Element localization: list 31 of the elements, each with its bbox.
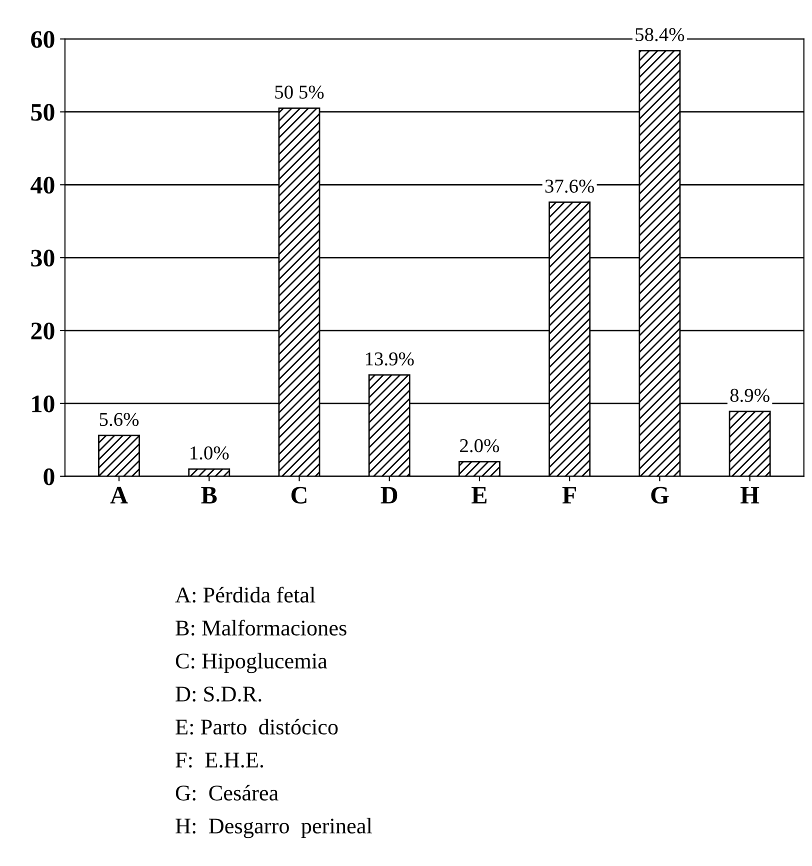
x-tick-label: C: [291, 486, 306, 504]
text: C: Hipoglucemia: [176, 652, 328, 674]
text: B: Malformaciones: [176, 620, 346, 636]
y-tick-label: 20: [31, 322, 54, 340]
data-label: 5.6%: [100, 412, 139, 426]
x-tick-label: F: [562, 487, 576, 504]
y-tick-label: 30: [31, 250, 54, 267]
text: D: S.D.R.: [176, 686, 262, 702]
text: H: Desgarro perineal: [176, 818, 372, 838]
x-tick-label: H: [740, 487, 760, 504]
y-tick-label: 10: [32, 395, 54, 412]
data-label: 13.9%: [366, 352, 414, 366]
x-tick-label: A: [110, 486, 128, 504]
y-tick-label: 50: [31, 104, 54, 121]
y-tick-label: 40: [30, 176, 54, 194]
text: A: Pérdida fetal: [175, 586, 316, 603]
text: G: Cesárea: [176, 784, 278, 801]
text: F: E.H.E.: [176, 752, 264, 768]
x-tick-label: B: [201, 487, 217, 504]
data-label: 58.4%: [636, 28, 684, 42]
data-label: 50 5%: [275, 86, 324, 99]
data-label: 2.0%: [460, 439, 500, 452]
y-tick-label: 60: [31, 31, 54, 48]
x-tick-label: E: [472, 487, 487, 504]
x-tick-label: G: [651, 486, 669, 504]
text: E: Parto distócico: [176, 718, 338, 735]
x-tick-label: D: [380, 487, 398, 504]
data-label: 8.9%: [730, 388, 770, 402]
data-label: 37.6%: [545, 180, 594, 193]
y-tick-label: 0: [44, 468, 54, 486]
data-label: 1.0%: [190, 446, 229, 460]
